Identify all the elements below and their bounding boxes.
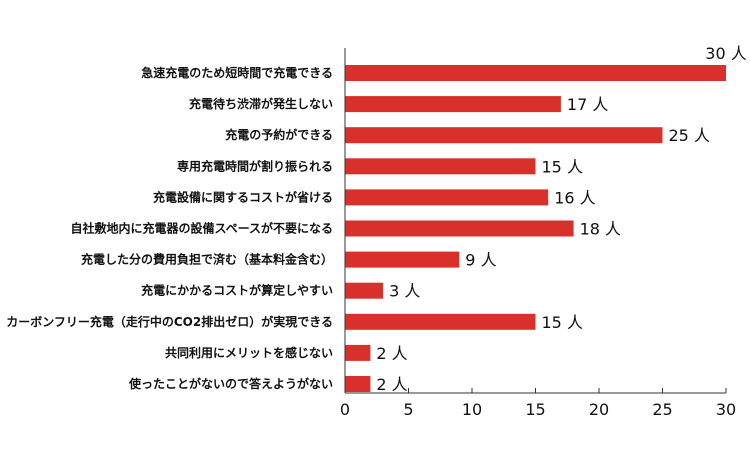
data-label: 2 人 [376, 375, 407, 394]
bar [345, 344, 371, 361]
category-labels-group: 急速充電のため短時間で充電できる充電待ち渋滞が発生しない充電の予約ができる専用充… [6, 65, 333, 391]
data-labels-group: 30 人 17 人 25 人 15 人 16 人 18 人 9 人 3 人 15 人 2 人 2 人 [376, 44, 746, 394]
x-tick-label: 30 [716, 400, 736, 419]
category-label: 急速充電のため短時間で充電できる [141, 65, 333, 80]
data-label: 9 人 [465, 251, 496, 270]
category-label: 充電の予約ができる [225, 127, 333, 142]
data-label: 30 人 [705, 44, 746, 63]
x-tick-label: 25 [652, 400, 672, 419]
bar [345, 65, 726, 81]
category-label: カーボンフリー充電（走行中のCO2排出ゼロ）が実現できる [6, 314, 333, 329]
bar [345, 220, 574, 237]
data-label: 16 人 [554, 188, 595, 207]
data-label: 17 人 [567, 95, 608, 114]
x-tick-label: 0 [340, 400, 350, 419]
data-label: 15 人 [542, 157, 583, 176]
bar [345, 127, 663, 144]
category-label: 自社敷地内に充電器の設備スペースが不要になる [70, 221, 333, 236]
x-tick-label: 5 [403, 400, 413, 419]
bars-group [345, 65, 726, 392]
category-label: 使ったことがないので答えようがない [128, 376, 333, 391]
bar [345, 313, 536, 330]
bar [345, 376, 371, 392]
bar [345, 158, 536, 175]
category-label: 専用充電時間が割り振られる [177, 158, 333, 173]
x-tick-label: 15 [525, 400, 545, 419]
data-label: 2 人 [376, 344, 407, 363]
category-label: 充電設備に関するコストが省ける [153, 189, 333, 204]
x-tick-label: 20 [589, 400, 609, 419]
category-label: 共同利用にメリットを感じない [165, 345, 333, 360]
category-label: 充電にかかるコストが算定しやすい [141, 283, 333, 298]
data-label: 15 人 [542, 313, 583, 332]
bar [345, 189, 549, 206]
data-label: 25 人 [669, 126, 710, 145]
bar [345, 282, 384, 299]
category-label: 充電待ち渋滞が発生しない [189, 96, 333, 111]
bar [345, 251, 460, 268]
x-ticks-group: 0 5 10 15 20 25 30 [340, 388, 736, 419]
x-tick-label: 10 [462, 400, 482, 419]
category-label: 充電した分の費用負担で済む（基本料金含む） [81, 252, 333, 267]
bar [345, 96, 561, 113]
data-label: 3 人 [389, 282, 420, 301]
data-label: 18 人 [580, 220, 621, 239]
